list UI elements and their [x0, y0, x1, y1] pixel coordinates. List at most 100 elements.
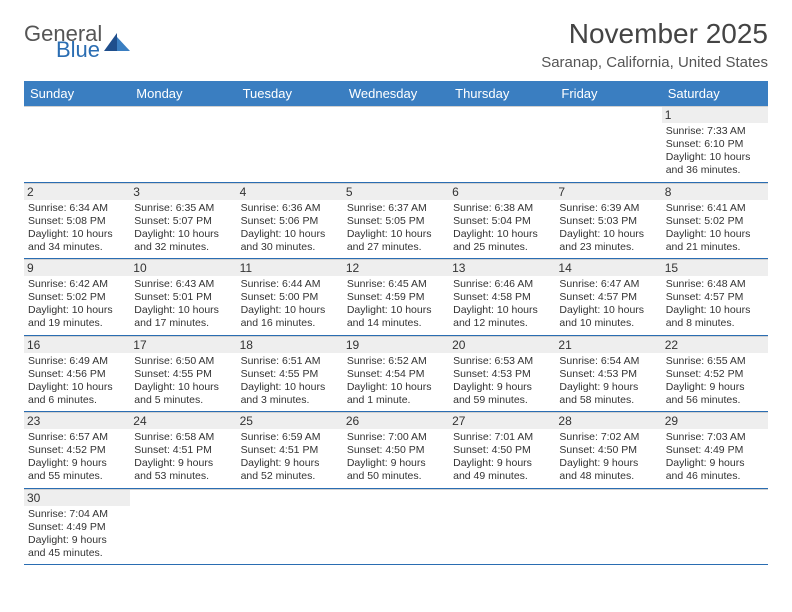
- weekday-header: Thursday: [449, 81, 555, 106]
- calendar-cell: [130, 489, 236, 565]
- logo-text-blue: Blue: [56, 40, 102, 60]
- day-number: 13: [449, 260, 555, 276]
- calendar-cell: [237, 106, 343, 182]
- calendar-cell: 13 Sunrise: 6:46 AMSunset: 4:58 PMDayligh…: [449, 259, 555, 335]
- calendar-cell: 8Sunrise: 6:41 AMSunset: 5:02 PMDaylight…: [662, 183, 768, 259]
- weekday-header: Monday: [130, 81, 236, 106]
- calendar-cell: 20Sunrise: 6:53 AMSunset: 4:53 PMDayligh…: [449, 336, 555, 412]
- calendar-cell: [24, 106, 130, 182]
- day-details: Sunrise: 6:55 AMSunset: 4:52 PMDaylight:…: [666, 355, 764, 408]
- calendar-cell: 25 Sunrise: 6:59 AMSunset: 4:51 PMDayligh…: [237, 412, 343, 488]
- day-details: Sunrise: 6:38 AMSunset: 5:04 PMDaylight:…: [453, 202, 551, 255]
- day-number: 6: [449, 184, 555, 200]
- weekday-header: Sunday: [24, 81, 130, 106]
- calendar-row: 16Sunrise: 6:49 AMSunset: 4:56 PMDayligh…: [24, 336, 768, 413]
- sail-icon: [104, 33, 130, 51]
- calendar: SundayMondayTuesdayWednesdayThursdayFrid…: [24, 81, 768, 565]
- calendar-row: 30 Sunrise: 7:04 AMSunset: 4:49 PMDayligh…: [24, 489, 768, 566]
- calendar-cell: [237, 489, 343, 565]
- header-row: General Blue November 2025 Saranap, Cali…: [24, 18, 768, 71]
- day-details: Sunrise: 7:02 AMSunset: 4:50 PMDaylight:…: [559, 431, 657, 484]
- day-details: Sunrise: 6:37 AMSunset: 5:05 PMDaylight:…: [347, 202, 445, 255]
- calendar-cell: 29 Sunrise: 7:03 AMSunset: 4:49 PMDayligh…: [662, 412, 768, 488]
- day-details: Sunrise: 7:04 AMSunset: 4:49 PMDaylight:…: [28, 508, 126, 561]
- calendar-cell: 4 Sunrise: 6:36 AMSunset: 5:06 PMDaylight…: [237, 183, 343, 259]
- calendar-cell: 21Sunrise: 6:54 AMSunset: 4:53 PMDayligh…: [555, 336, 661, 412]
- calendar-cell: 1Sunrise: 7:33 AMSunset: 6:10 PMDaylight…: [662, 106, 768, 182]
- day-details: Sunrise: 6:49 AMSunset: 4:56 PMDaylight:…: [28, 355, 126, 408]
- calendar-cell: 6 Sunrise: 6:38 AMSunset: 5:04 PMDaylight…: [449, 183, 555, 259]
- day-details: Sunrise: 6:43 AMSunset: 5:01 PMDaylight:…: [134, 278, 232, 331]
- calendar-cell: 5 Sunrise: 6:37 AMSunset: 5:05 PMDaylight…: [343, 183, 449, 259]
- day-number: 22: [662, 337, 768, 353]
- calendar-cell: 30 Sunrise: 7:04 AMSunset: 4:49 PMDayligh…: [24, 489, 130, 565]
- day-number: 19: [343, 337, 449, 353]
- calendar-cell: [449, 106, 555, 182]
- day-details: Sunrise: 6:51 AMSunset: 4:55 PMDaylight:…: [241, 355, 339, 408]
- calendar-cell: [555, 489, 661, 565]
- calendar-cell: 28 Sunrise: 7:02 AMSunset: 4:50 PMDayligh…: [555, 412, 661, 488]
- calendar-cell: 9 Sunrise: 6:42 AMSunset: 5:02 PMDaylight…: [24, 259, 130, 335]
- calendar-cell: [343, 489, 449, 565]
- day-details: Sunrise: 6:59 AMSunset: 4:51 PMDaylight:…: [241, 431, 339, 484]
- calendar-cell: 24 Sunrise: 6:58 AMSunset: 4:51 PMDayligh…: [130, 412, 236, 488]
- day-number: 29: [662, 413, 768, 429]
- calendar-cell: 16Sunrise: 6:49 AMSunset: 4:56 PMDayligh…: [24, 336, 130, 412]
- day-number: 7: [555, 184, 661, 200]
- calendar-header-row: SundayMondayTuesdayWednesdayThursdayFrid…: [24, 81, 768, 106]
- calendar-cell: [555, 106, 661, 182]
- calendar-cell: [449, 489, 555, 565]
- day-number: 11: [237, 260, 343, 276]
- calendar-row: 1Sunrise: 7:33 AMSunset: 6:10 PMDaylight…: [24, 106, 768, 183]
- day-number: 25: [237, 413, 343, 429]
- day-details: Sunrise: 6:44 AMSunset: 5:00 PMDaylight:…: [241, 278, 339, 331]
- title-block: November 2025 Saranap, California, Unite…: [541, 18, 768, 71]
- day-number: 18: [237, 337, 343, 353]
- weekday-header: Saturday: [662, 81, 768, 106]
- calendar-cell: 7Sunrise: 6:39 AMSunset: 5:03 PMDaylight…: [555, 183, 661, 259]
- day-number: 4: [237, 184, 343, 200]
- day-number: 26: [343, 413, 449, 429]
- calendar-cell: 23 Sunrise: 6:57 AMSunset: 4:52 PMDayligh…: [24, 412, 130, 488]
- day-details: Sunrise: 6:46 AMSunset: 4:58 PMDaylight:…: [453, 278, 551, 331]
- weekday-header: Friday: [555, 81, 661, 106]
- calendar-cell: 3 Sunrise: 6:35 AMSunset: 5:07 PMDaylight…: [130, 183, 236, 259]
- day-number: 20: [449, 337, 555, 353]
- calendar-cell: 14Sunrise: 6:47 AMSunset: 4:57 PMDayligh…: [555, 259, 661, 335]
- calendar-cell: 18 Sunrise: 6:51 AMSunset: 4:55 PMDayligh…: [237, 336, 343, 412]
- day-number: 2: [24, 184, 130, 200]
- calendar-row: 23 Sunrise: 6:57 AMSunset: 4:52 PMDayligh…: [24, 412, 768, 489]
- day-number: 8: [662, 184, 768, 200]
- calendar-row: 9 Sunrise: 6:42 AMSunset: 5:02 PMDaylight…: [24, 259, 768, 336]
- day-number: 9: [24, 260, 130, 276]
- logo: General Blue: [24, 24, 130, 60]
- day-number: 23: [24, 413, 130, 429]
- day-number: 3: [130, 184, 236, 200]
- day-number: 30: [24, 490, 130, 506]
- calendar-cell: 10Sunrise: 6:43 AMSunset: 5:01 PMDayligh…: [130, 259, 236, 335]
- day-details: Sunrise: 6:58 AMSunset: 4:51 PMDaylight:…: [134, 431, 232, 484]
- day-number: 14: [555, 260, 661, 276]
- day-details: Sunrise: 6:36 AMSunset: 5:06 PMDaylight:…: [241, 202, 339, 255]
- day-details: Sunrise: 6:42 AMSunset: 5:02 PMDaylight:…: [28, 278, 126, 331]
- day-details: Sunrise: 6:48 AMSunset: 4:57 PMDaylight:…: [666, 278, 764, 331]
- calendar-body: 1Sunrise: 7:33 AMSunset: 6:10 PMDaylight…: [24, 106, 768, 565]
- day-details: Sunrise: 7:03 AMSunset: 4:49 PMDaylight:…: [666, 431, 764, 484]
- day-number: 27: [449, 413, 555, 429]
- day-details: Sunrise: 6:35 AMSunset: 5:07 PMDaylight:…: [134, 202, 232, 255]
- calendar-cell: 26Sunrise: 7:00 AMSunset: 4:50 PMDayligh…: [343, 412, 449, 488]
- calendar-cell: 19Sunrise: 6:52 AMSunset: 4:54 PMDayligh…: [343, 336, 449, 412]
- day-number: 5: [343, 184, 449, 200]
- day-number: 24: [130, 413, 236, 429]
- calendar-cell: 12Sunrise: 6:45 AMSunset: 4:59 PMDayligh…: [343, 259, 449, 335]
- weekday-header: Tuesday: [237, 81, 343, 106]
- day-details: Sunrise: 6:50 AMSunset: 4:55 PMDaylight:…: [134, 355, 232, 408]
- calendar-cell: 11 Sunrise: 6:44 AMSunset: 5:00 PMDayligh…: [237, 259, 343, 335]
- calendar-cell: [343, 106, 449, 182]
- day-number: 28: [555, 413, 661, 429]
- calendar-cell: [130, 106, 236, 182]
- calendar-cell: 15Sunrise: 6:48 AMSunset: 4:57 PMDayligh…: [662, 259, 768, 335]
- calendar-cell: 27Sunrise: 7:01 AMSunset: 4:50 PMDayligh…: [449, 412, 555, 488]
- day-details: Sunrise: 6:57 AMSunset: 4:52 PMDaylight:…: [28, 431, 126, 484]
- page-subtitle: Saranap, California, United States: [541, 54, 768, 71]
